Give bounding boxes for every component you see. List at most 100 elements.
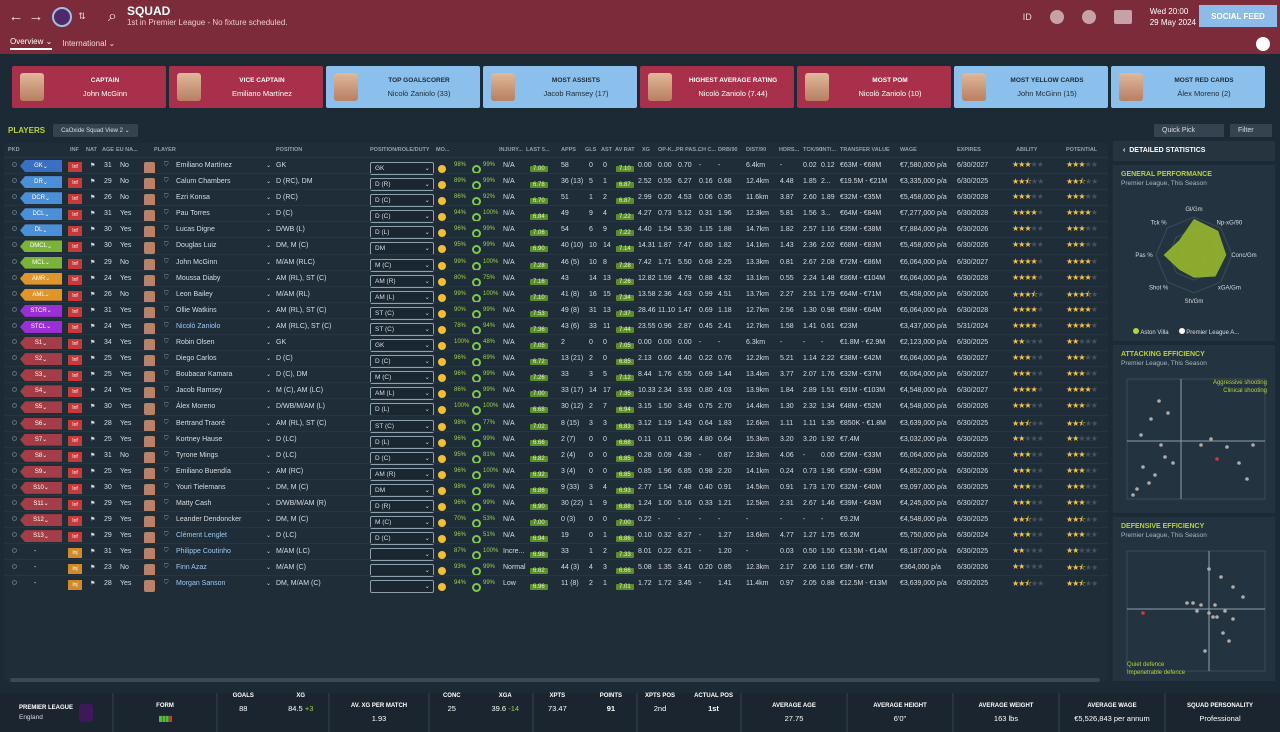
select-checkbox[interactable]: [12, 194, 17, 200]
col-drb[interactable]: DRB/90: [718, 147, 738, 153]
select-checkbox[interactable]: [12, 339, 17, 345]
pkd-slot[interactable]: S13 ⌄: [20, 530, 62, 543]
pkd-slot[interactable]: STCR ⌄: [20, 304, 62, 317]
table-row[interactable]: - Inj ⚑ 28 Yes ⛉ Morgan Sanson ⌄ DM, M/AM (C) ⌄ 94…: [4, 575, 1108, 594]
role-select[interactable]: D (C) ⌄: [370, 194, 434, 208]
col-abil[interactable]: ABILITY: [1016, 147, 1038, 153]
select-checkbox[interactable]: [12, 274, 17, 280]
player-name[interactable]: Álex Moreno: [176, 403, 216, 411]
player-menu-chevron[interactable]: ⌄: [266, 372, 272, 379]
table-row[interactable]: AML ⌄ Inf ⚑ 26 No ⛉ Leon Bailey ⌄ M/AM (RL) AM (L…: [4, 285, 1108, 304]
pkd-empty[interactable]: -: [34, 548, 37, 556]
player-menu-chevron[interactable]: ⌄: [266, 211, 272, 218]
table-row[interactable]: MCL ⌄ Inf ⚑ 29 No ⛉ John McGinn ⌄ M/AM (RLC) M (C…: [4, 253, 1108, 272]
team-dot[interactable]: [1147, 481, 1151, 485]
select-checkbox[interactable]: [12, 419, 17, 425]
player-menu-chevron[interactable]: ⌄: [266, 468, 272, 475]
pkd-slot[interactable]: DL ⌄: [20, 224, 62, 237]
highlight-card[interactable]: MOST YELLOW CARDS John McGinn (15): [954, 66, 1108, 108]
select-checkbox[interactable]: [12, 210, 17, 216]
col-chc[interactable]: CH C...: [698, 147, 717, 153]
player-name[interactable]: Pau Torres: [176, 210, 210, 218]
team-dot[interactable]: [1215, 615, 1219, 619]
table-row[interactable]: DMCL ⌄ Inf ⚑ 30 Yes ⛉ Douglas Luiz ⌄ DM, M (C) DM…: [4, 237, 1108, 256]
player-menu-chevron[interactable]: ⌄: [266, 259, 272, 266]
select-checkbox[interactable]: [12, 306, 17, 312]
select-checkbox[interactable]: [12, 564, 17, 570]
select-checkbox[interactable]: [12, 451, 17, 457]
team-dot[interactable]: [1191, 601, 1195, 605]
footer-league[interactable]: PREMIER LEAGUE England: [0, 693, 112, 732]
side-header[interactable]: ‹ DETAILED STATISTICS: [1113, 141, 1275, 161]
select-checkbox[interactable]: [12, 483, 17, 489]
help-icon[interactable]: [1081, 9, 1096, 24]
player-menu-chevron[interactable]: ⌄: [266, 388, 272, 395]
team-dot[interactable]: [1241, 595, 1245, 599]
search-icon[interactable]: ⌕: [108, 7, 117, 25]
col-opk[interactable]: OP-K...: [658, 147, 677, 153]
team-dot[interactable]: [1237, 461, 1241, 465]
role-select[interactable]: ST (C) ⌄: [370, 419, 434, 433]
col-nat[interactable]: NAT: [86, 147, 97, 153]
col-hdrs[interactable]: HDRS...: [779, 147, 800, 153]
role-select[interactable]: AM (R) ⌄: [370, 274, 434, 288]
player-menu-chevron[interactable]: ⌄: [266, 549, 272, 556]
calendar-icon[interactable]: [1113, 9, 1132, 24]
pkd-slot[interactable]: GK ⌄: [20, 160, 62, 172]
highlight-card[interactable]: MOST ASSISTS Jacob Ramsey (17): [483, 66, 637, 108]
role-select[interactable]: GK ⌄: [370, 339, 434, 353]
player-name[interactable]: Lucas Digne: [176, 226, 215, 234]
team-dot[interactable]: [1153, 473, 1157, 477]
team-dot[interactable]: [1157, 399, 1161, 403]
col-player[interactable]: PLAYER: [154, 147, 176, 153]
tab-international[interactable]: International ⌄: [62, 39, 116, 48]
table-row[interactable]: S12 ⌄ Inf ⚑ 29 Yes ⛉ Leander Dendoncker ⌄ DM, M …: [4, 511, 1108, 530]
role-select[interactable]: D (C) ⌄: [370, 532, 434, 546]
highlight-card[interactable]: TOP GOALSCORER Nicolò Zaniolo (33): [326, 66, 480, 108]
col-apps[interactable]: APPS: [561, 147, 576, 153]
col-pot[interactable]: POTENTIAL: [1066, 147, 1098, 153]
team-dot[interactable]: [1199, 603, 1203, 607]
table-row[interactable]: - Inj ⚑ 23 No ⛉ Finn Azaz ⌄ M/AM (C) ⌄ 93% 99% Norma…: [4, 559, 1108, 578]
team-dot[interactable]: [1171, 461, 1175, 465]
col-tck[interactable]: TCK/90: [803, 147, 822, 153]
role-select[interactable]: D (L) ⌄: [370, 403, 434, 417]
player-name[interactable]: Diego Carlos: [176, 355, 217, 363]
team-dot[interactable]: [1251, 443, 1255, 447]
select-checkbox[interactable]: [12, 548, 17, 554]
col-inf[interactable]: INF: [70, 147, 79, 153]
col-pkd[interactable]: PKD: [8, 147, 20, 153]
select-checkbox[interactable]: [12, 467, 17, 473]
role-select[interactable]: GK ⌄: [370, 162, 434, 175]
player-menu-chevron[interactable]: ⌄: [266, 484, 272, 491]
table-row[interactable]: S6 ⌄ Inf ⚑ 28 Yes ⛉ Bertrand Traoré ⌄ AM (RL), S…: [4, 414, 1108, 433]
role-select[interactable]: M (C) ⌄: [370, 371, 434, 385]
table-row[interactable]: S5 ⌄ Inf ⚑ 30 Yes ⛉ Álex Moreno ⌄ D/WB/M/AM (L) D…: [4, 398, 1108, 417]
team-dot[interactable]: [1215, 457, 1219, 461]
player-menu-chevron[interactable]: ⌄: [266, 227, 272, 234]
player-menu-chevron[interactable]: ⌄: [266, 356, 272, 363]
player-name[interactable]: Matty Cash: [176, 499, 212, 507]
player-menu-chevron[interactable]: ⌄: [266, 581, 272, 588]
player-menu-chevron[interactable]: ⌄: [266, 163, 272, 169]
team-dot[interactable]: [1159, 443, 1163, 447]
pkd-slot[interactable]: S6 ⌄: [20, 417, 62, 430]
role-select[interactable]: D (L) ⌄: [370, 435, 434, 449]
team-dot[interactable]: [1195, 609, 1199, 613]
col-position[interactable]: POSITION: [276, 147, 303, 153]
date-display[interactable]: Wed 20:00 29 May 2024: [1150, 6, 1196, 28]
player-name[interactable]: John McGinn: [176, 258, 218, 266]
table-row[interactable]: S13 ⌄ Inf ⚑ 29 Yes ⛉ Clément Lenglet ⌄ D (LC) D (…: [4, 527, 1108, 546]
pkd-slot[interactable]: DCR ⌄: [20, 192, 62, 205]
player-name[interactable]: Robin Olsen: [176, 339, 215, 347]
pkd-empty[interactable]: -: [34, 564, 37, 572]
role-select[interactable]: ST (C) ⌄: [370, 322, 434, 336]
team-dot[interactable]: [1225, 445, 1229, 449]
player-name[interactable]: Calum Chambers: [176, 178, 231, 186]
col-eu[interactable]: EU NA...: [116, 147, 138, 153]
team-dot[interactable]: [1203, 649, 1207, 653]
filter-dropdown[interactable]: Filter: [1230, 123, 1272, 137]
tab-overview[interactable]: Overview ⌄: [10, 37, 53, 50]
player-menu-chevron[interactable]: ⌄: [266, 420, 272, 427]
team-dot[interactable]: [1141, 465, 1145, 469]
